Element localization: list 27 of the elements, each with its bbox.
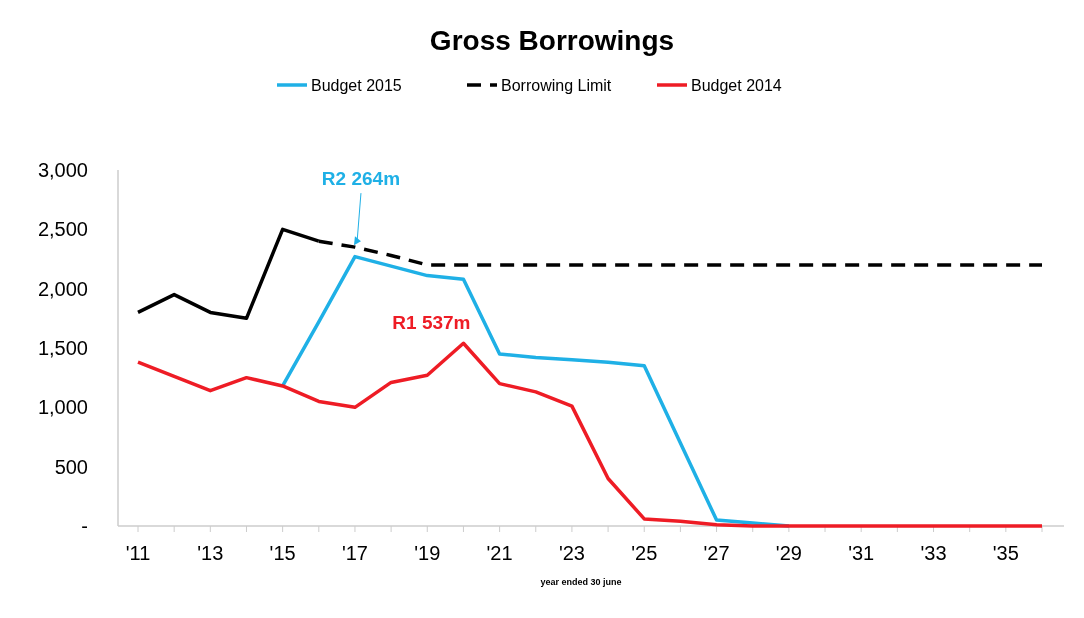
x-tick-label: '13 — [197, 542, 224, 564]
y-tick-label: 3,000 — [37, 159, 88, 181]
x-tick-label: '11 — [125, 542, 151, 564]
x-tick-label: '35 — [992, 542, 1019, 564]
x-tick-label: '25 — [631, 542, 658, 564]
x-tick-label: '19 — [414, 542, 441, 564]
y-tick-label: 1,500 — [37, 337, 88, 359]
legend-label: Budget 2015 — [311, 77, 402, 94]
x-axis-title: year ended 30 june — [540, 577, 622, 587]
x-tick-label: '15 — [269, 542, 296, 564]
legend-label: Budget 2014 — [691, 77, 782, 94]
x-tick-label: '17 — [341, 542, 368, 564]
x-tick-label: '21 — [486, 542, 513, 564]
y-tick-label: 2,500 — [37, 218, 88, 241]
legend-label: Borrowing Limit — [501, 77, 612, 94]
x-tick-label: '23 — [558, 542, 585, 564]
y-tick-label: 2,000 — [37, 277, 88, 300]
x-tick-label: '33 — [920, 542, 947, 564]
y-tick-label: 500 — [54, 455, 88, 478]
x-tick-label: '31 — [848, 542, 875, 564]
annotation: R2 264m — [321, 168, 401, 190]
y-tick-label: 1,000 — [37, 396, 88, 419]
annotation: R1 537m — [392, 312, 471, 334]
y-tick-label: - — [81, 515, 88, 537]
x-tick-label: '27 — [703, 542, 730, 564]
x-tick-label: '29 — [775, 542, 802, 564]
chart-title: Gross Borrowings — [429, 25, 675, 56]
